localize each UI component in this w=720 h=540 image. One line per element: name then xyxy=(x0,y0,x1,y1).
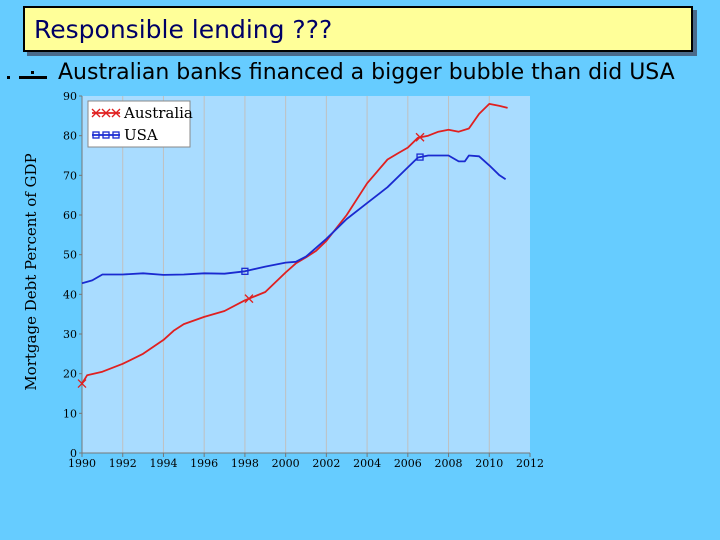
legend-label-usa: USA xyxy=(124,126,158,144)
x-tick-label: 1992 xyxy=(109,457,137,470)
y-tick-label: 50 xyxy=(63,249,77,262)
x-tick-label: 2000 xyxy=(272,457,300,470)
axes xyxy=(81,96,530,454)
slide-title: Responsible lending ??? xyxy=(34,15,333,44)
data-point-usa xyxy=(241,267,249,275)
series-layer xyxy=(81,103,508,385)
bullet-text: Australian banks financed a bigger bubbl… xyxy=(58,60,675,85)
legend-australia-marker xyxy=(101,108,111,118)
series-line-usa xyxy=(81,154,507,285)
y-tick-label: 70 xyxy=(63,169,77,182)
legend-usa-marker xyxy=(92,131,100,139)
tick-labels: 1990 1992 1994 1996 1998 2000 2002 2004 2006 2008… xyxy=(63,90,544,470)
y-tick-label: 90 xyxy=(63,90,77,103)
data-point-usa xyxy=(416,153,424,161)
x-tick-label: 1996 xyxy=(190,457,218,470)
legend-usa-marker xyxy=(102,131,110,139)
series-line-australia xyxy=(81,103,508,385)
y-axis-title: Mortgage Debt Percent of GDP xyxy=(22,153,40,390)
y-tick-label: 10 xyxy=(63,407,77,420)
legend-usa-icon xyxy=(92,131,120,139)
bullet-row: Australian banks financed a bigger bubbl… xyxy=(0,58,720,92)
marker-layer xyxy=(77,132,425,389)
x-tick-label: 2012 xyxy=(516,457,544,470)
legend-australia-marker xyxy=(111,108,121,118)
x-tick-label: 2008 xyxy=(435,457,463,470)
y-tick-label: 40 xyxy=(63,288,77,301)
data-point-australia xyxy=(244,294,254,304)
legend-label-australia: Australia xyxy=(123,104,193,122)
y-tick-label: 30 xyxy=(63,328,77,341)
bullet-dash-icon xyxy=(7,71,47,79)
legend-australia-marker xyxy=(91,108,101,118)
data-point-australia xyxy=(415,132,425,142)
y-tick-label: 80 xyxy=(63,130,77,143)
x-tick-label: 2010 xyxy=(475,457,503,470)
x-tick-label: 1990 xyxy=(68,457,96,470)
y-tick-label: 60 xyxy=(63,209,77,222)
x-tick-label: 2006 xyxy=(394,457,422,470)
legend-australia-icon xyxy=(91,108,121,118)
legend: Australia USA xyxy=(87,100,193,148)
x-tick-label: 1998 xyxy=(231,457,259,470)
x-tick-label: 2004 xyxy=(353,457,381,470)
data-point-australia xyxy=(77,379,87,389)
x-tick-label: 1994 xyxy=(149,457,177,470)
y-tick-label: 0 xyxy=(70,447,77,460)
title-box: Responsible lending ??? xyxy=(23,6,693,52)
legend-box xyxy=(87,100,191,148)
y-tick-label: 20 xyxy=(63,368,77,381)
legend-usa-marker xyxy=(112,131,120,139)
x-tick-label: 2002 xyxy=(312,457,340,470)
